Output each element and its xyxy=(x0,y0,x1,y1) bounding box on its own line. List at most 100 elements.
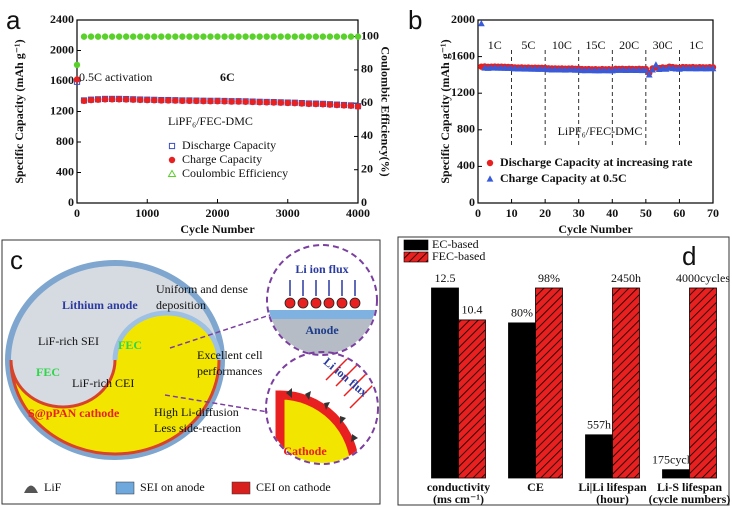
label: FEC xyxy=(118,338,142,352)
x-tick-label: 1000 xyxy=(135,206,159,220)
marker xyxy=(235,33,242,40)
rate-label: 10C xyxy=(552,38,572,52)
marker xyxy=(333,33,341,40)
marker xyxy=(284,99,291,107)
panel-c: c Lithium anode LiF-rich SEI FEC FEC LiF… xyxy=(1,239,381,505)
marker xyxy=(319,101,327,108)
legend-label: SEI on anode xyxy=(140,480,205,494)
panel-label: a xyxy=(6,5,21,35)
legend-marker xyxy=(486,175,494,182)
y2-tick-label: 20 xyxy=(361,161,373,175)
connector xyxy=(164,394,269,413)
marker xyxy=(312,33,320,40)
marker xyxy=(137,33,144,40)
marker xyxy=(333,101,341,109)
marker xyxy=(207,98,214,105)
marker xyxy=(214,33,221,40)
rate-label: 5C xyxy=(521,38,535,52)
marker xyxy=(130,33,137,40)
legend-marker xyxy=(486,159,494,167)
value-label: 10.4 xyxy=(462,303,483,317)
label: FEC xyxy=(36,365,60,379)
x-tick-label: 0 xyxy=(74,206,80,220)
y2-tick-label: 100 xyxy=(361,28,379,42)
y-tick-label: 400 xyxy=(56,164,74,178)
callout: performances xyxy=(197,364,263,378)
y-tick-label: 400 xyxy=(457,158,475,172)
marker xyxy=(256,98,263,106)
callout: High Li-diffusion xyxy=(154,405,239,419)
panel-frame xyxy=(397,236,730,506)
marker xyxy=(165,97,172,104)
bar xyxy=(689,287,717,479)
marker xyxy=(242,98,249,105)
marker xyxy=(80,33,88,40)
label-line: Li|Li lifespan xyxy=(578,480,647,494)
legend-marker xyxy=(167,169,177,177)
marker xyxy=(340,102,348,109)
y2-tick-label: 80 xyxy=(361,62,373,76)
legend-icon xyxy=(115,481,135,495)
marker xyxy=(298,100,305,107)
marker xyxy=(108,96,116,103)
y-axis-title: Specific Capacity (mAh g⁻¹) xyxy=(12,39,26,183)
annotation: LiPF₆/FEC-DMC xyxy=(558,124,643,138)
marker xyxy=(144,33,151,40)
callout: deposition xyxy=(156,298,206,312)
x-tick-label: 40 xyxy=(606,206,618,220)
marker xyxy=(94,96,102,103)
label: S@pPAN cathode xyxy=(28,406,120,420)
marker xyxy=(73,61,81,69)
legend-label: FEC-based xyxy=(432,249,485,263)
marker xyxy=(214,98,221,105)
marker xyxy=(108,33,116,40)
legend-label: Discharge Capacity xyxy=(182,138,276,152)
rate-label: 1C xyxy=(488,38,502,52)
marker xyxy=(80,97,88,105)
x-tick-label: 70 xyxy=(707,206,719,220)
rate-label: 20C xyxy=(619,38,639,52)
marker xyxy=(193,97,200,105)
x-tick-label: 10 xyxy=(506,206,518,220)
legend-label: Coulombic Efficiency xyxy=(182,166,288,180)
bar xyxy=(535,287,563,479)
marker xyxy=(645,71,653,78)
marker xyxy=(151,33,158,40)
x-tick-label: 60 xyxy=(673,206,685,220)
marker xyxy=(200,97,207,105)
value-label: 4000cycles xyxy=(676,271,730,285)
label-line: Li-S lifespan xyxy=(657,480,722,494)
marker xyxy=(347,102,355,109)
marker xyxy=(649,66,656,73)
marker xyxy=(642,66,650,73)
x-axis-title: Cycle Number xyxy=(558,222,633,236)
label: LiF-rich SEI xyxy=(38,334,99,348)
y-tick-label: 2400 xyxy=(50,12,74,26)
marker xyxy=(179,33,186,40)
detail-circle xyxy=(265,351,379,465)
rate-label: 30C xyxy=(653,38,673,52)
y-tick-label: 800 xyxy=(457,122,475,136)
marker xyxy=(263,99,270,106)
sei-layer xyxy=(112,310,222,361)
marker xyxy=(137,96,144,104)
marker xyxy=(354,103,362,110)
callout: Excellent cell xyxy=(197,348,263,362)
marker xyxy=(130,96,137,103)
annotation: 0.5C activation xyxy=(79,70,152,84)
label-line: CE xyxy=(527,480,544,494)
y2-tick-label: 40 xyxy=(361,128,373,142)
marker xyxy=(284,33,291,40)
legend-label: Discharge Capacity at increasing rate xyxy=(500,155,693,169)
marker xyxy=(291,99,298,107)
marker xyxy=(305,100,313,108)
panel-label: c xyxy=(10,245,23,275)
legend-label: Charge Capacity xyxy=(182,152,262,166)
plot-frame xyxy=(477,19,714,204)
anode-detail xyxy=(268,280,376,354)
y-tick-label: 2000 xyxy=(451,12,475,26)
detail-circle xyxy=(266,244,378,356)
marker xyxy=(291,33,298,40)
marker xyxy=(158,33,165,40)
